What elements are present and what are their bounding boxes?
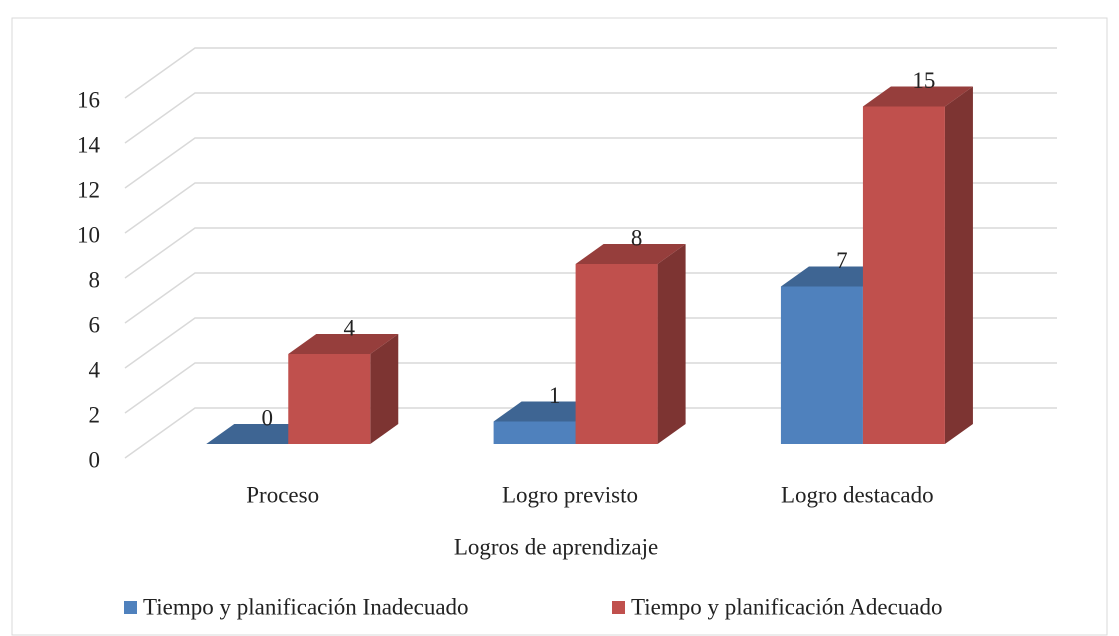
bar-side	[944, 86, 973, 444]
grid-line	[124, 362, 1057, 414]
bar-front	[575, 264, 658, 444]
bar	[288, 334, 399, 444]
x-axis-label: Logros de aprendizaje	[454, 534, 658, 559]
data-label: 0	[262, 405, 274, 430]
y-tick-label: 2	[89, 402, 101, 427]
bar-side	[657, 244, 686, 444]
y-tick-label: 10	[77, 222, 100, 247]
y-tick-label: 4	[89, 357, 101, 382]
bar-front	[780, 286, 863, 444]
grid-line	[124, 227, 1057, 279]
bar-side	[370, 334, 399, 444]
grid-line	[124, 182, 1057, 234]
grid-line	[124, 137, 1057, 189]
legend-label: Tiempo y planificación Adecuado	[631, 594, 943, 619]
bar	[862, 86, 973, 444]
bar-top	[575, 244, 686, 264]
x-tick-label: Logro destacado	[781, 482, 934, 507]
x-tick-label: Proceso	[246, 482, 319, 507]
legend-label: Tiempo y planificación Inadecuado	[143, 594, 469, 619]
bar-front	[493, 421, 576, 444]
y-tick-label: 14	[77, 132, 101, 157]
data-label: 1	[549, 383, 561, 408]
y-tick-label: 16	[77, 87, 100, 112]
grid-line	[124, 47, 1057, 99]
data-label: 15	[912, 68, 935, 93]
bar-top	[862, 86, 973, 107]
data-label: 7	[836, 248, 848, 273]
data-label: 4	[344, 315, 356, 340]
bar-front	[288, 354, 371, 444]
y-tick-label: 12	[77, 177, 100, 202]
grid-line	[124, 407, 1057, 459]
y-tick-label: 8	[89, 267, 101, 292]
legend-swatch	[612, 601, 625, 614]
bar-front	[862, 106, 945, 444]
x-tick-label: Logro previsto	[502, 482, 638, 507]
y-tick-label: 0	[89, 447, 101, 472]
grid-line	[124, 317, 1057, 369]
y-tick-label: 6	[89, 312, 101, 337]
data-label: 8	[631, 225, 643, 250]
bar-top	[288, 334, 399, 354]
grid-line	[124, 272, 1057, 324]
bar	[575, 244, 686, 444]
legend-swatch	[124, 601, 137, 614]
grid-line	[124, 92, 1057, 144]
